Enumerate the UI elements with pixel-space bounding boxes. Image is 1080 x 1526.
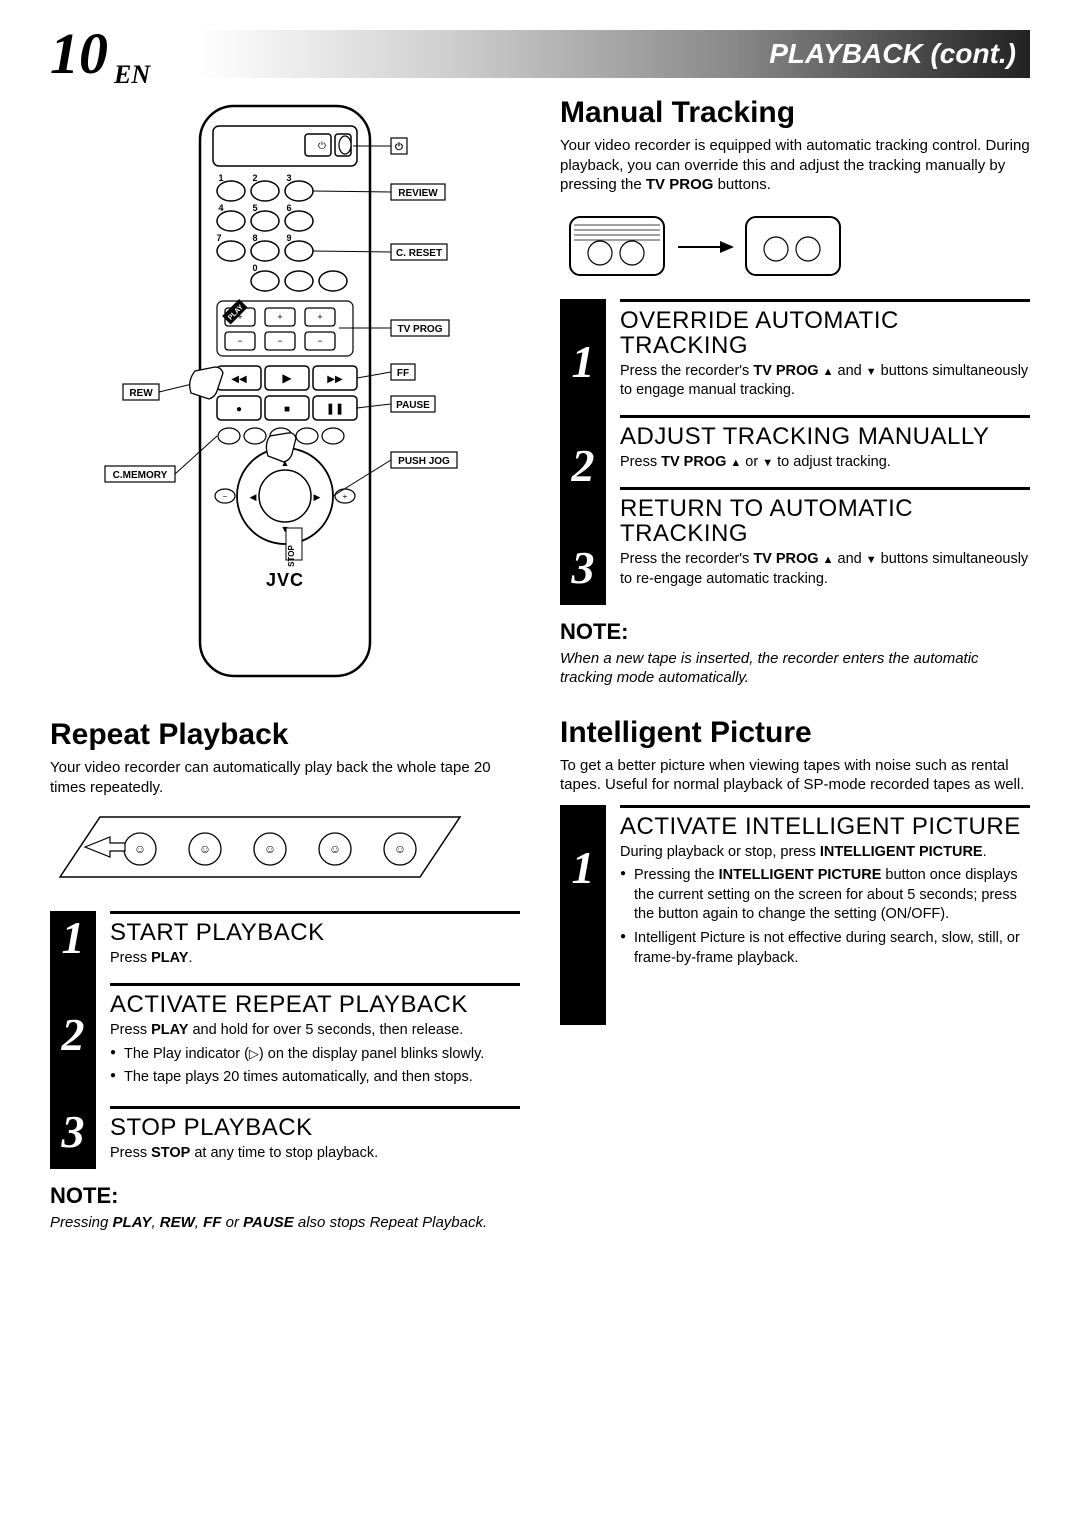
svg-text:−: − xyxy=(317,336,322,346)
repeat-playback-heading: Repeat Playback xyxy=(50,718,520,752)
svg-text:☺: ☺ xyxy=(264,842,276,856)
ip-number-column: 1 xyxy=(560,805,606,1025)
svg-text:−: − xyxy=(237,336,242,346)
ip-step-1-title: ACTIVATE INTELLIGENT PICTURE xyxy=(620,814,1030,839)
mt-step-2: ADJUST TRACKING MANUALLY Press TV PROG o… xyxy=(620,415,1030,487)
mt-num-3: 3 xyxy=(572,545,595,591)
svg-text:⏻: ⏻ xyxy=(318,141,326,152)
right-column: Manual Tracking Your video recorder is e… xyxy=(560,96,1030,1233)
page-number-block: 10EN xyxy=(50,25,150,83)
svg-text:⏻: ⏻ xyxy=(395,141,403,153)
manual-tracking-steps: 1 2 3 OVERRIDE AUTOMATIC TRACKING Press … xyxy=(560,299,1030,605)
step-3-body: Press STOP at any time to stop playback. xyxy=(110,1144,520,1164)
step-1-title: START PLAYBACK xyxy=(110,920,520,945)
svg-text:5: 5 xyxy=(252,203,257,213)
step-3-title: STOP PLAYBACK xyxy=(110,1115,520,1140)
mt-note-heading: NOTE: xyxy=(560,619,1030,645)
svg-text:REVIEW: REVIEW xyxy=(398,188,438,199)
tracking-illustration xyxy=(560,205,1030,285)
ip-step-1: ACTIVATE INTELLIGENT PICTURE During play… xyxy=(620,805,1030,979)
step-num-2: 2 xyxy=(62,1012,85,1058)
repeat-playback-illustration: ☺ ☺ ☺ ☺ ☺ xyxy=(50,807,520,897)
step-2: ACTIVATE REPEAT PLAYBACK Press PLAY and … xyxy=(110,983,520,1106)
remote-illustration: ⏻ 1 2 3 4 5 6 7 8 9 0 xyxy=(50,96,520,696)
svg-text:☺: ☺ xyxy=(199,842,211,856)
repeat-note-heading: NOTE: xyxy=(50,1183,520,1209)
svg-text:3: 3 xyxy=(286,173,291,183)
svg-text:TV PROG: TV PROG xyxy=(397,324,442,335)
svg-text:−: − xyxy=(277,336,282,346)
mt-step-1-body: Press the recorder's TV PROG and buttons… xyxy=(620,362,1030,401)
svg-text:6: 6 xyxy=(286,203,291,213)
svg-text:1: 1 xyxy=(218,173,223,183)
remote-svg: ⏻ 1 2 3 4 5 6 7 8 9 0 xyxy=(95,96,475,696)
mt-step-2-title: ADJUST TRACKING MANUALLY xyxy=(620,424,1030,449)
step-2-title: ACTIVATE REPEAT PLAYBACK xyxy=(110,992,520,1017)
svg-text:▶: ▶ xyxy=(282,371,292,385)
svg-text:9: 9 xyxy=(286,233,291,243)
svg-text:❚❚: ❚❚ xyxy=(326,403,344,415)
intelligent-picture-heading: Intelligent Picture xyxy=(560,716,1030,750)
svg-text:☺: ☺ xyxy=(134,842,146,856)
mt-note-body: When a new tape is inserted, the recorde… xyxy=(560,649,1030,688)
svg-text:0: 0 xyxy=(252,263,257,273)
svg-text:2: 2 xyxy=(252,173,257,183)
mt-step-1: OVERRIDE AUTOMATIC TRACKING Press the re… xyxy=(620,299,1030,416)
step-number-column: 1 2 3 xyxy=(50,911,96,1169)
svg-text:REW: REW xyxy=(129,388,153,399)
svg-text:JVC: JVC xyxy=(266,570,304,590)
mt-step-2-body: Press TV PROG or to adjust tracking. xyxy=(620,453,1030,473)
manual-tracking-heading: Manual Tracking xyxy=(560,96,1030,130)
svg-text:☺: ☺ xyxy=(394,842,406,856)
intelligent-picture-intro: To get a better picture when viewing tap… xyxy=(560,756,1030,795)
svg-text:C. RESET: C. RESET xyxy=(396,248,442,259)
left-column: ⏻ 1 2 3 4 5 6 7 8 9 0 xyxy=(50,96,520,1233)
svg-text:☺: ☺ xyxy=(329,842,341,856)
svg-text:◀◀: ◀◀ xyxy=(231,374,247,385)
step-2-body: Press PLAY and hold for over 5 seconds, … xyxy=(110,1021,520,1088)
svg-text:+: + xyxy=(277,312,282,322)
svg-text:4: 4 xyxy=(218,203,223,213)
step-1: START PLAYBACK Press PLAY. xyxy=(110,911,520,983)
mt-step-3-title: RETURN TO AUTOMATIC TRACKING xyxy=(620,496,1030,546)
svg-text:●: ● xyxy=(236,404,242,415)
svg-text:PAUSE: PAUSE xyxy=(396,400,430,411)
mt-step-3: RETURN TO AUTOMATIC TRACKING Press the r… xyxy=(620,487,1030,596)
svg-text:C.MEMORY: C.MEMORY xyxy=(113,470,168,481)
step-num-3: 3 xyxy=(62,1109,85,1155)
svg-text:7: 7 xyxy=(216,233,221,243)
page-header: 10EN PLAYBACK (cont.) xyxy=(50,30,1030,78)
mt-step-1-title: OVERRIDE AUTOMATIC TRACKING xyxy=(620,308,1030,358)
mt-num-2: 2 xyxy=(572,443,595,489)
manual-tracking-intro: Your video recorder is equipped with aut… xyxy=(560,136,1030,195)
page-lang: EN xyxy=(114,60,150,89)
svg-text:PUSH JOG: PUSH JOG xyxy=(398,456,450,467)
intelligent-picture-steps: 1 ACTIVATE INTELLIGENT PICTURE During pl… xyxy=(560,805,1030,1025)
repeat-playback-steps: 1 2 3 START PLAYBACK Press PLAY. ACTIVAT… xyxy=(50,911,520,1169)
repeat-playback-intro: Your video recorder can automatically pl… xyxy=(50,758,520,797)
mt-step-3-body: Press the recorder's TV PROG and buttons… xyxy=(620,550,1030,589)
mt-number-column: 1 2 3 xyxy=(560,299,606,605)
svg-text:■: ■ xyxy=(284,404,290,415)
svg-text:FF: FF xyxy=(397,368,409,379)
repeat-note-body: Pressing PLAY, REW, FF or PAUSE also sto… xyxy=(50,1213,520,1233)
svg-text:8: 8 xyxy=(252,233,257,243)
page-number: 10 xyxy=(50,21,108,86)
svg-text:◀: ◀ xyxy=(250,492,257,502)
svg-text:▶▶: ▶▶ xyxy=(327,374,343,385)
header-title: PLAYBACK (cont.) xyxy=(769,38,1016,70)
svg-text:−: − xyxy=(223,492,228,501)
svg-text:STOP: STOP xyxy=(287,545,296,567)
svg-text:+: + xyxy=(317,312,322,322)
ip-step-1-body: During playback or stop, press INTELLIGE… xyxy=(620,843,1030,968)
ip-num-1: 1 xyxy=(572,845,595,891)
svg-text:▶: ▶ xyxy=(314,492,321,502)
step-num-1: 1 xyxy=(62,915,85,961)
svg-text:+: + xyxy=(343,492,348,501)
step-1-body: Press PLAY. xyxy=(110,949,520,969)
step-3: STOP PLAYBACK Press STOP at any time to … xyxy=(110,1106,520,1170)
mt-num-1: 1 xyxy=(572,339,595,385)
